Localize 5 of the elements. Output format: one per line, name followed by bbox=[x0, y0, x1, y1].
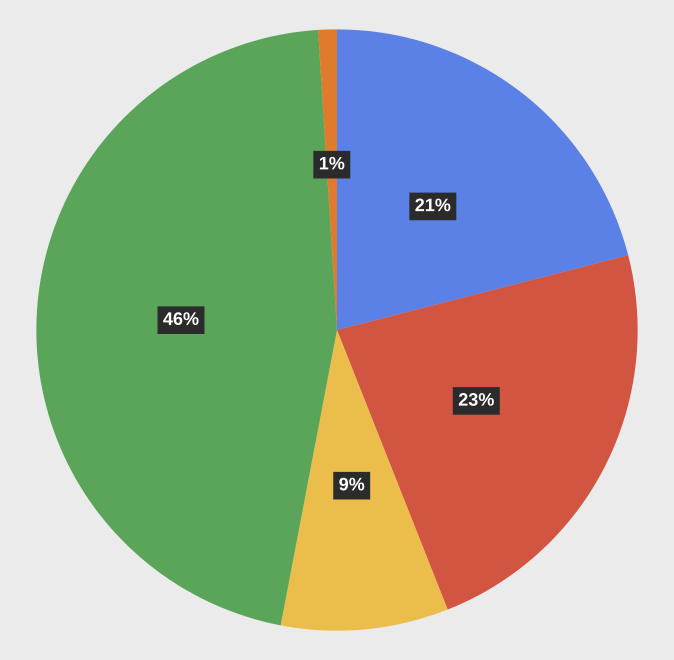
data-label: 21% bbox=[415, 198, 450, 212]
data-label: 9% bbox=[339, 478, 364, 490]
data-label: 23% bbox=[458, 393, 494, 406]
data-label: 1% bbox=[320, 156, 344, 170]
data-label: 46% bbox=[163, 312, 199, 326]
